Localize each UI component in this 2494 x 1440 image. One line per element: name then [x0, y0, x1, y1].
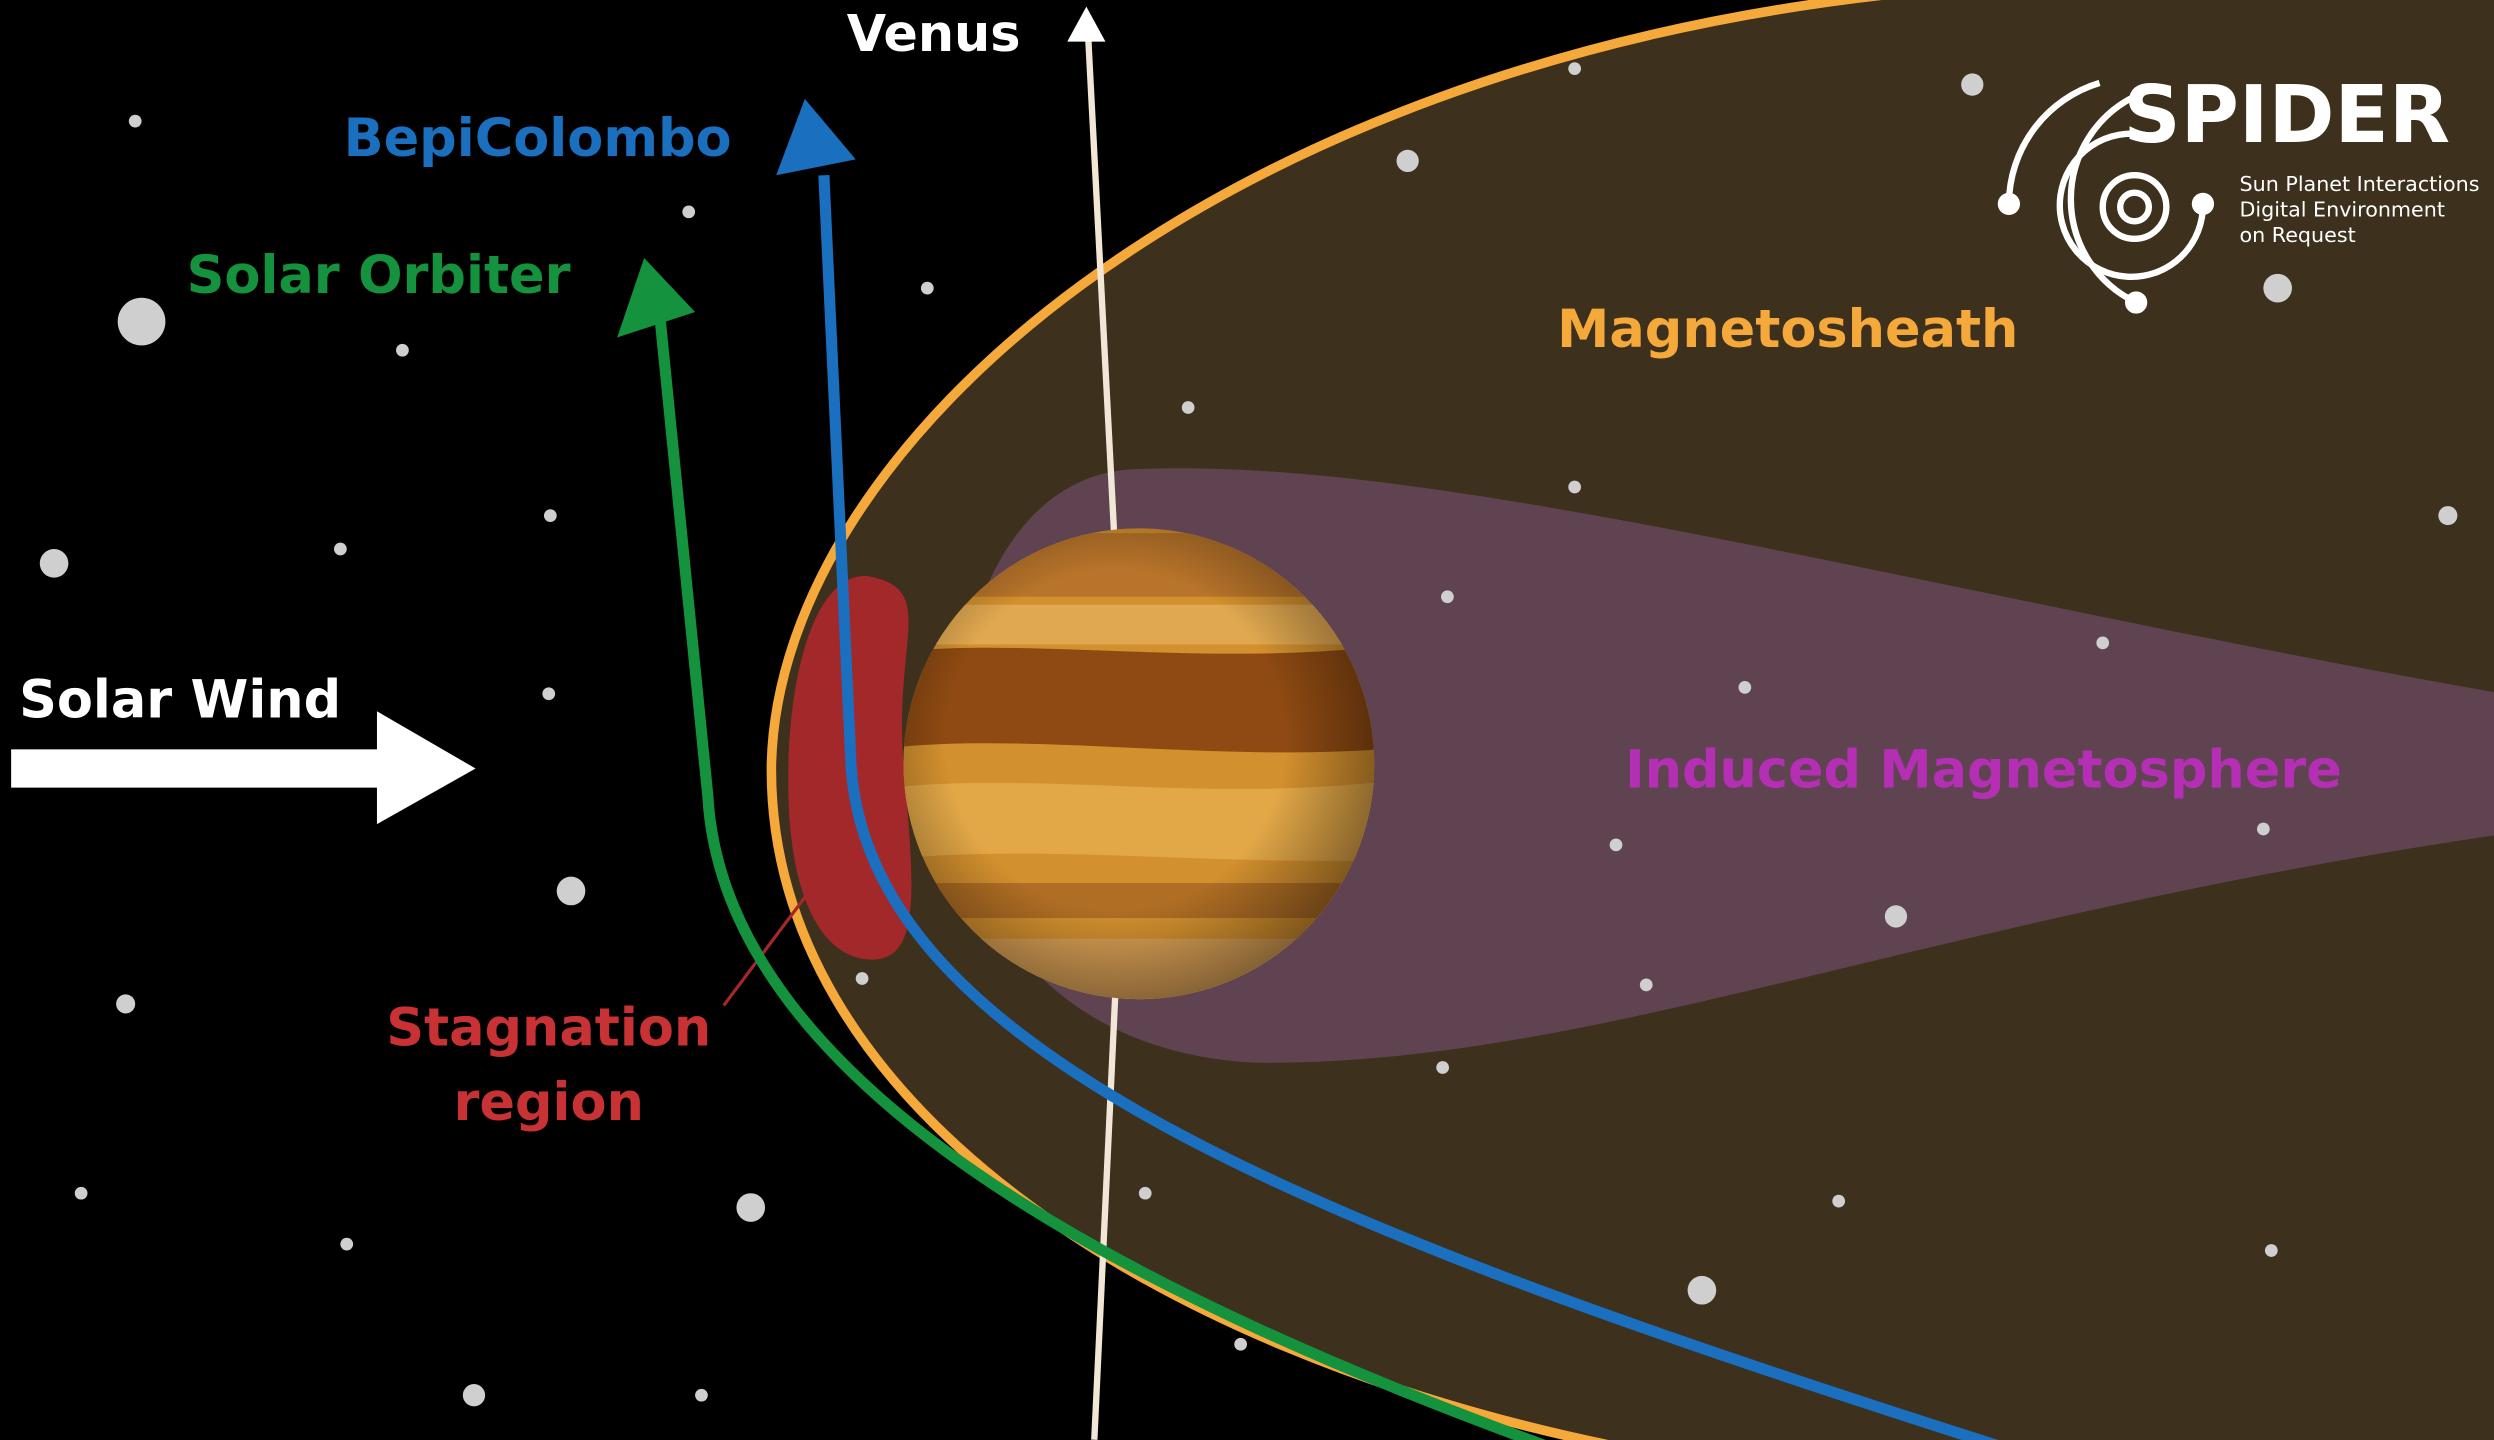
- star: [1568, 62, 1581, 75]
- star: [1441, 590, 1454, 603]
- venus-label: Venus: [847, 5, 1021, 64]
- magnetosheath-label: Magnetosheath: [1557, 299, 2018, 360]
- star: [1832, 1195, 1845, 1208]
- star: [921, 282, 934, 295]
- star: [856, 972, 869, 985]
- star: [736, 1193, 765, 1222]
- star: [118, 298, 166, 346]
- star: [2265, 1244, 2278, 1257]
- star: [544, 509, 557, 522]
- logo-tagline: Sun Planet Interactions: [2240, 172, 2480, 196]
- star: [2438, 506, 2457, 525]
- star: [1397, 150, 1419, 172]
- star: [542, 687, 555, 700]
- star: [682, 205, 695, 218]
- solar-orbiter-label: Solar Orbiter: [187, 245, 571, 306]
- star: [1961, 73, 1983, 95]
- star: [1139, 1187, 1152, 1200]
- star: [1738, 681, 1751, 694]
- star: [75, 1187, 88, 1200]
- star: [1568, 481, 1581, 494]
- star: [695, 1389, 708, 1402]
- page: Venus BepiColombo Solar Orbiter Magnetos…: [0, 0, 2494, 1440]
- star: [2096, 636, 2109, 649]
- star: [340, 1238, 353, 1251]
- planet-shade: [903, 528, 1374, 999]
- star: [1640, 978, 1653, 991]
- diagram: Venus BepiColombo Solar Orbiter Magnetos…: [0, 0, 2494, 1440]
- star: [40, 549, 69, 578]
- star: [1234, 1338, 1247, 1351]
- logo-dot: [2128, 295, 2144, 311]
- stagnation-label: region: [454, 1072, 644, 1133]
- star: [2257, 823, 2270, 836]
- star: [557, 877, 586, 906]
- logo-name: SPIDER: [2123, 68, 2450, 161]
- logo-dot: [2195, 196, 2211, 212]
- star: [1610, 838, 1623, 851]
- logo-dot: [2001, 196, 2017, 212]
- star: [1688, 1276, 1717, 1305]
- star: [396, 344, 409, 357]
- logo-tagline: Digital Environment: [2240, 198, 2445, 222]
- star: [1436, 1061, 1449, 1074]
- star: [463, 1384, 485, 1406]
- logo-tagline: on Request: [2240, 223, 2356, 247]
- star: [1182, 401, 1195, 414]
- bepicolombo-label: BepiColombo: [344, 108, 732, 169]
- star: [116, 994, 135, 1013]
- stagnation-label: Stagnation: [386, 997, 711, 1058]
- star: [129, 115, 142, 128]
- induced-magnetosphere-label: Induced Magnetosphere: [1625, 740, 2342, 801]
- solar-wind-label: Solar Wind: [19, 670, 341, 731]
- star: [334, 543, 347, 556]
- star: [2263, 274, 2292, 303]
- star: [1885, 905, 1907, 927]
